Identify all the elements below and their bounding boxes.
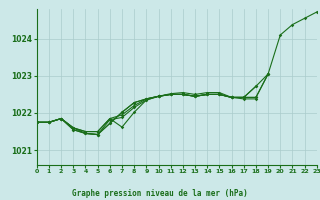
Text: Graphe pression niveau de la mer (hPa): Graphe pression niveau de la mer (hPa) [72, 189, 248, 198]
